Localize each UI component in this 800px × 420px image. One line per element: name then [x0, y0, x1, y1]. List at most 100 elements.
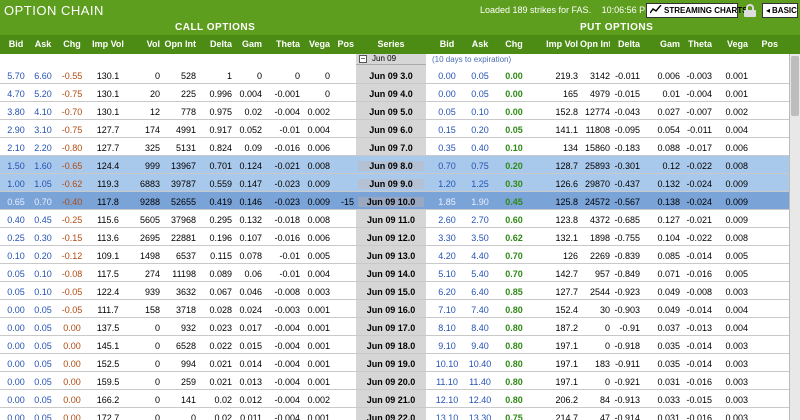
col-header-put-gamma[interactable]: Gam	[659, 39, 680, 49]
col-header-put-delta[interactable]: Delta	[617, 39, 640, 49]
col-header-call-theta[interactable]: Theta	[275, 39, 300, 49]
table-row[interactable]: 3.80 4.10 -0.70 130.1 12 778 0.975 0.02 -0.004 0.…	[0, 102, 800, 120]
cell-call-gamma: 0.004	[239, 89, 262, 99]
cell-put-chg: 0.00	[505, 89, 523, 99]
table-row[interactable]: 0.00 0.05 0.00 137.5 0 932 0.023 0.017 -0.004 0.0…	[0, 318, 800, 336]
cell-put-imp-vol: 126	[562, 251, 578, 261]
cell-put-opn-int: 15860	[584, 143, 610, 153]
col-header-put-opn-int[interactable]: Opn Int	[580, 39, 610, 49]
cell-put-ask: 0.75	[471, 161, 489, 171]
col-header-call-vega[interactable]: Vega	[308, 39, 330, 49]
col-header-put-theta[interactable]: Theta	[687, 39, 712, 49]
table-row[interactable]: 0.05 0.10 -0.08 117.5 274 11198 0.089 0.06 -0.01…	[0, 264, 800, 282]
cell-call-delta: 0.021	[209, 359, 232, 369]
table-row[interactable]: 4.70 5.20 -0.75 130.1 20 225 0.996 0.004 -0.001 0…	[0, 84, 800, 102]
cell-series: Jun 09 19.0	[366, 359, 416, 369]
scrollbar-thumb[interactable]	[791, 56, 799, 116]
cell-call-theta: 0	[294, 71, 300, 81]
table-row[interactable]: 0.00 0.05 0.00 152.5 0 994 0.021 0.014 -0.004 0.0…	[0, 354, 800, 372]
cell-call-bid: 0.40	[7, 215, 25, 225]
table-row[interactable]: 1.50 1.60 -0.65 124.4 999 13967 0.701 0.124 -0.0…	[0, 156, 800, 174]
cell-call-chg: 0.00	[63, 395, 81, 405]
table-row[interactable]: 2.90 3.10 -0.75 127.7 174 4991 0.917 0.052 -0.01…	[0, 120, 800, 138]
table-row[interactable]: 5.70 6.60 -0.55 130.1 0 528 1 0 0 0 Jun 09 3.0 0.00…	[0, 66, 800, 84]
table-row[interactable]: 0.40 0.45 -0.25 115.6 5605 37968 0.295 0.132 -0.…	[0, 210, 800, 228]
table-row[interactable]: 0.65 0.70 -0.40 117.8 9288 52655 0.419 0.146 -0.…	[0, 192, 800, 210]
cell-put-theta: -0.015	[686, 395, 712, 405]
col-header-call-opn-int[interactable]: Opn Int	[164, 39, 197, 49]
table-row[interactable]: 0.00 0.05 0.00 166.2 0 141 0.02 0.012 -0.004 0.00…	[0, 390, 800, 408]
lock-icon[interactable]	[744, 4, 756, 17]
put-options-title: PUT OPTIONS	[580, 22, 654, 33]
cell-call-bid: 0.00	[7, 323, 25, 333]
cell-put-bid: 3.30	[438, 233, 456, 243]
cell-put-imp-vol: 128.7	[555, 161, 578, 171]
cell-call-vol: 5605	[139, 215, 160, 225]
cell-put-chg: 0.80	[505, 395, 523, 405]
cell-call-gamma: 0.078	[239, 251, 262, 261]
table-row[interactable]: 0.00 0.05 0.00 159.5 0 259 0.021 0.013 -0.004 0.0…	[0, 372, 800, 390]
col-header-call-pos[interactable]: Pos	[337, 39, 354, 49]
col-header-call-gamma[interactable]: Gam	[241, 39, 262, 49]
cell-call-theta: -0.018	[274, 215, 300, 225]
table-row[interactable]: 0.00 0.05 0.00 145.1 0 6528 0.022 0.015 -0.004 0.…	[0, 336, 800, 354]
table-row[interactable]: 0.05 0.10 -0.05 122.4 939 3632 0.067 0.046 -0.00…	[0, 282, 800, 300]
cell-call-gamma: 0.017	[239, 323, 262, 333]
cell-call-vega: 0.008	[307, 215, 330, 225]
chart-icon	[649, 4, 662, 16]
table-row[interactable]: 0.10 0.20 -0.12 109.1 1498 6537 0.115 0.078 -0.0…	[0, 246, 800, 264]
col-header-put-ask[interactable]: Ask	[471, 39, 489, 49]
cell-put-imp-vol: 126.6	[555, 179, 578, 189]
expiry-group-header[interactable]: − Jun 09	[356, 54, 426, 65]
basic-view-button[interactable]: ◂ BASIC	[762, 3, 798, 18]
col-header-call-delta[interactable]: Delta	[209, 39, 232, 49]
cell-put-theta: -0.014	[686, 251, 712, 261]
cell-call-bid: 3.80	[7, 107, 25, 117]
cell-call-chg: -0.75	[61, 89, 83, 99]
cell-put-vega: 0.003	[725, 377, 748, 387]
cell-put-imp-vol: 187.2	[555, 323, 578, 333]
streaming-charts-button[interactable]: STREAMING CHARTS	[646, 3, 748, 18]
col-header-put-imp-vol[interactable]: Imp Vol	[546, 39, 578, 49]
col-header-put-bid[interactable]: Bid	[439, 39, 455, 49]
cell-put-gamma: 0.085	[657, 251, 680, 261]
cell-call-chg: -0.80	[61, 143, 83, 153]
cell-call-ask: 0.30	[34, 233, 52, 243]
cell-put-gamma: 0.027	[657, 107, 680, 117]
cell-call-theta: -0.021	[274, 161, 300, 171]
cell-put-vega: 0.001	[725, 89, 748, 99]
cell-call-delta: 0.067	[209, 287, 232, 297]
cell-call-ask: 0.05	[34, 323, 52, 333]
cell-put-imp-vol: 206.2	[555, 395, 578, 405]
table-row[interactable]: 2.10 2.20 -0.80 127.7 325 5131 0.824 0.09 -0.016…	[0, 138, 800, 156]
col-header-put-pos[interactable]: Pos	[761, 39, 778, 49]
col-header-call-ask[interactable]: Ask	[34, 39, 52, 49]
cell-call-vol: 1498	[139, 251, 160, 261]
table-row[interactable]: 0.00 0.05 0.00 172.7 0 0 0.02 0.011 -0.004 0.001 J…	[0, 408, 800, 420]
cell-call-bid: 0.00	[7, 377, 25, 387]
days-to-expiration: (10 days to expiration)	[432, 55, 512, 64]
table-row[interactable]: 0.25 0.30 -0.15 113.6 2695 22881 0.196 0.107 -0.…	[0, 228, 800, 246]
vertical-scrollbar[interactable]	[789, 54, 800, 420]
collapse-icon[interactable]: −	[359, 54, 367, 63]
col-header-put-chg[interactable]: Chg	[505, 39, 523, 49]
col-header-call-chg[interactable]: Chg	[63, 39, 81, 49]
cell-put-opn-int: 24572	[584, 197, 610, 207]
col-header-series[interactable]: Series	[377, 39, 405, 49]
cell-call-gamma: 0	[256, 71, 262, 81]
col-header-call-vol[interactable]: Vol	[146, 39, 160, 49]
cell-call-bid: 0.25	[7, 233, 25, 243]
cell-call-opn-int: 528	[180, 71, 196, 81]
cell-call-vega: 0.001	[307, 413, 330, 420]
col-header-call-imp-vol[interactable]: Imp Vol	[92, 39, 124, 49]
col-header-put-vega[interactable]: Vega	[726, 39, 748, 49]
cell-call-imp-vol: 172.7	[96, 413, 120, 420]
cell-put-delta: -0.095	[614, 125, 640, 135]
cell-put-gamma: 0.035	[657, 359, 680, 369]
cell-call-bid: 2.10	[7, 143, 25, 153]
cell-call-vega: 0.001	[307, 323, 330, 333]
col-header-call-bid[interactable]: Bid	[8, 39, 24, 49]
cell-call-vol: 158	[144, 305, 160, 315]
table-row[interactable]: 0.00 0.05 -0.05 111.7 158 3718 0.028 0.024 -0.00…	[0, 300, 800, 318]
table-row[interactable]: 1.00 1.05 -0.62 119.3 6883 39787 0.559 0.147 -0.…	[0, 174, 800, 192]
